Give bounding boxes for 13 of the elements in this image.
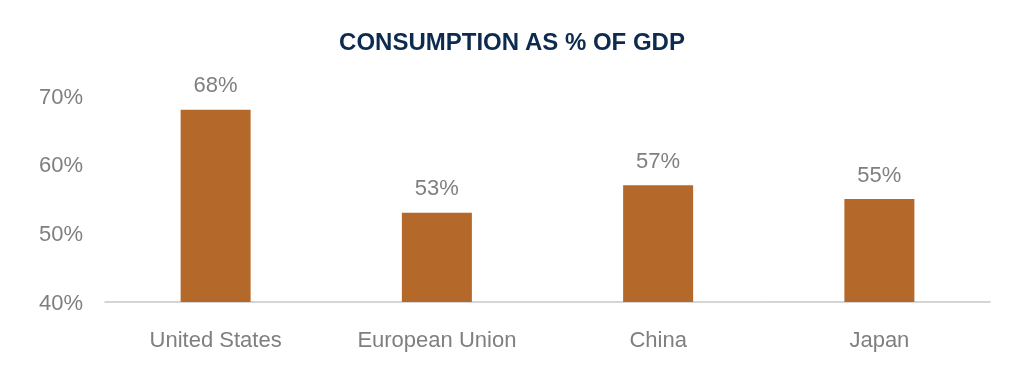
x-tick-label: Japan <box>849 326 910 352</box>
x-tick-label: European Union <box>357 326 517 352</box>
y-tick-label: 40% <box>38 289 83 315</box>
data-label: 68% <box>193 72 238 98</box>
x-tick-label: China <box>629 326 688 352</box>
data-label: 55% <box>857 161 902 187</box>
data-label: 57% <box>636 147 681 173</box>
y-tick-label: 70% <box>38 83 83 109</box>
y-tick-label: 50% <box>38 220 83 246</box>
chart-title: CONSUMPTION AS % OF GDP <box>339 27 685 55</box>
x-tick-label: United States <box>149 326 282 352</box>
y-tick-label: 60% <box>38 152 83 178</box>
data-label: 53% <box>414 175 459 201</box>
